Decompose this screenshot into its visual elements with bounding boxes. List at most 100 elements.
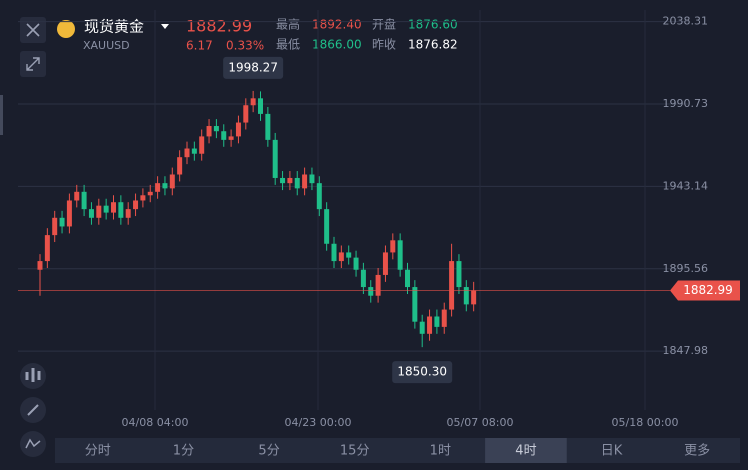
- candle-body: [133, 200, 139, 210]
- candle-body: [368, 287, 374, 296]
- min-label: 1850.30: [397, 365, 447, 379]
- candle-body: [331, 243, 337, 262]
- candle-body: [338, 252, 344, 262]
- candle-body: [235, 122, 241, 137]
- candle-body: [346, 252, 352, 258]
- x-tick-label: 05/07 08:00: [447, 416, 514, 429]
- candle-body: [111, 202, 116, 213]
- line-icon: [25, 438, 41, 449]
- candle-body: [449, 261, 455, 310]
- candle-body: [221, 131, 227, 140]
- candle-body: [74, 191, 80, 201]
- candle-body: [360, 269, 366, 288]
- stat-value: 1876.60: [408, 18, 458, 32]
- close-icon: [26, 23, 40, 37]
- candle-body: [228, 136, 234, 140]
- stat-label: 最高: [276, 17, 300, 32]
- indicator-icon: [25, 368, 41, 382]
- stat-label: 昨收: [372, 38, 396, 52]
- candle-body: [434, 316, 440, 327]
- gold-icon: [57, 20, 75, 38]
- candle-body: [155, 183, 161, 192]
- active-tab[interactable]: [485, 438, 567, 463]
- side-handle: [0, 95, 3, 135]
- tab[interactable]: 5分: [258, 444, 279, 459]
- candle-body: [37, 261, 43, 270]
- candle-body: [258, 98, 263, 114]
- tab[interactable]: 4时: [515, 444, 536, 459]
- symbol: XAUUSD: [83, 39, 130, 52]
- tab-bar: [55, 438, 740, 463]
- x-tick-label: 05/18 00:00: [612, 416, 679, 429]
- candle-body: [272, 139, 278, 178]
- candle-body: [177, 157, 183, 175]
- candle-body: [427, 316, 433, 334]
- candle-body: [162, 183, 168, 189]
- candle-body: [294, 177, 300, 189]
- price-tag-label: 1882.99: [683, 283, 733, 297]
- y-tick-label: 1895.56: [663, 262, 709, 275]
- candle-body: [184, 148, 190, 158]
- tab[interactable]: 分时: [85, 444, 111, 459]
- stat-value: 1866.00: [312, 38, 362, 52]
- tab[interactable]: 15分: [340, 444, 370, 459]
- candle-body: [243, 105, 249, 123]
- candle-body: [382, 252, 388, 275]
- tab[interactable]: 1分: [173, 444, 194, 459]
- min-badge: [392, 361, 453, 384]
- candle-body: [353, 257, 359, 270]
- candle-body: [390, 240, 396, 253]
- title: 现货黄金: [84, 18, 144, 36]
- tab[interactable]: 日K: [601, 444, 623, 459]
- price: 1882.99: [186, 17, 252, 36]
- candle-body: [309, 174, 315, 184]
- candle-body: [118, 202, 124, 218]
- stat-value: 1876.82: [408, 38, 458, 52]
- candle-body: [250, 98, 256, 106]
- candle-body: [199, 136, 205, 154]
- y-tick-label: 1943.14: [663, 179, 709, 192]
- stat-label: 开盘: [372, 17, 396, 32]
- dropdown-arrow[interactable]: [161, 24, 169, 29]
- candle-body: [169, 174, 175, 189]
- change: 6.17: [186, 39, 213, 53]
- candle-body: [213, 126, 219, 132]
- max-label: 1998.27: [228, 60, 278, 74]
- x-tick-label: 04/08 04:00: [122, 416, 189, 429]
- candle-body: [412, 287, 418, 322]
- candle-body: [375, 274, 381, 296]
- candle-body: [66, 200, 72, 227]
- candle-body: [265, 113, 271, 140]
- draw-icon: [27, 404, 39, 416]
- y-tick-label: 1847.98: [663, 344, 709, 357]
- candle-body: [191, 148, 197, 154]
- candle-body: [44, 235, 50, 262]
- change-pct: 0.33%: [226, 39, 264, 53]
- candle-body: [147, 191, 153, 196]
- stat-value: 1892.40: [312, 18, 362, 32]
- candle-body: [59, 217, 65, 227]
- candle-body: [456, 261, 462, 288]
- tab[interactable]: 1时: [430, 444, 451, 459]
- tab[interactable]: 更多: [684, 443, 710, 459]
- y-tick-label: 2038.31: [663, 15, 709, 28]
- candle-body: [302, 174, 308, 189]
- candle-body: [397, 240, 403, 270]
- candle-body: [405, 269, 410, 288]
- candle-body: [96, 205, 102, 218]
- candle-body: [441, 309, 447, 327]
- stat-label: 最低: [276, 38, 300, 52]
- candle-body: [125, 209, 131, 218]
- x-tick-label: 04/23 00:00: [285, 416, 352, 429]
- candle-body: [88, 209, 94, 218]
- y-tick-label: 1990.73: [663, 97, 709, 110]
- candle-body: [280, 177, 286, 184]
- expand-icon: [26, 57, 40, 71]
- candle-body: [52, 217, 58, 236]
- candle-body: [81, 191, 87, 210]
- candle-body: [140, 195, 146, 201]
- candle-body: [419, 321, 425, 334]
